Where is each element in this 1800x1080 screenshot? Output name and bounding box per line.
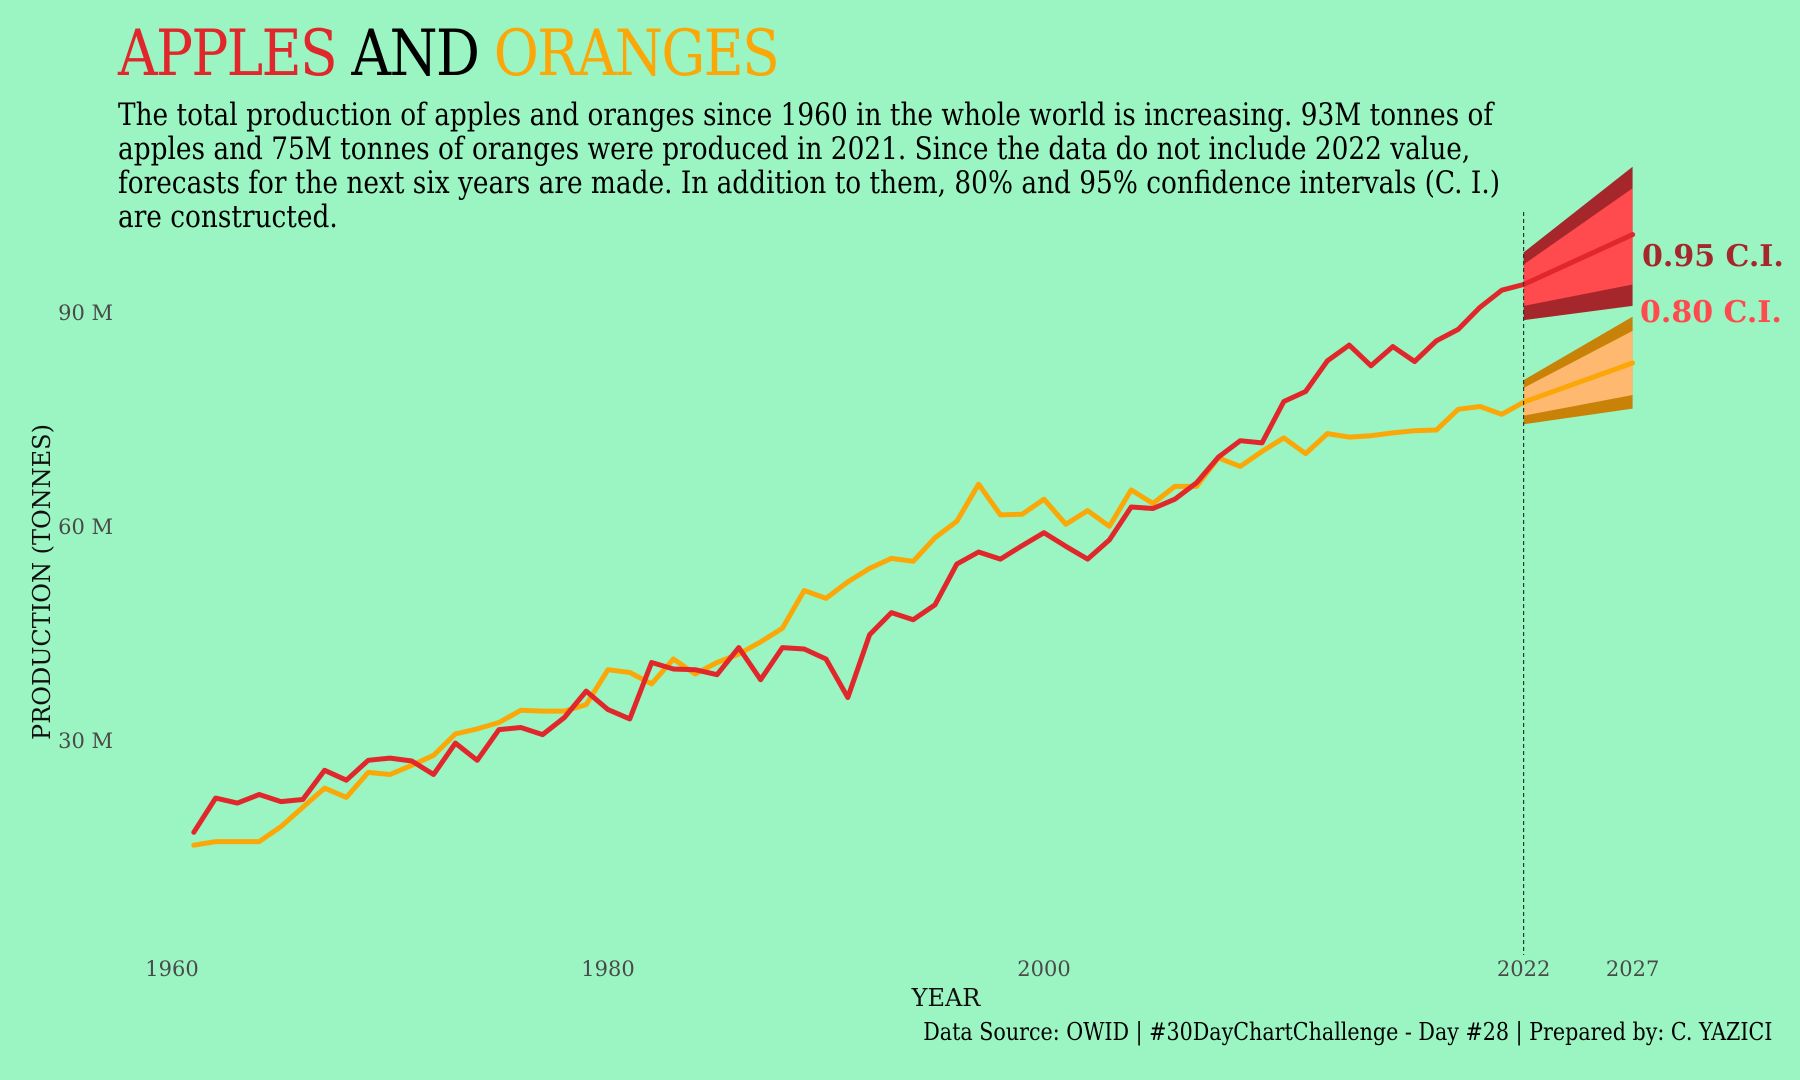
annotations: 0.95 C.I. 0.80 C.I. [1640, 239, 1784, 330]
axes: 1960 1980 2000 2022 2027 30 M 60 M 90 M YEAR PROD… [28, 212, 1659, 1012]
x-tick-label-2000: 2000 [1017, 957, 1070, 981]
y-axis-title: PRODUCTION (TONNES) [28, 424, 56, 740]
chart-title: APPLES AND ORANGES [118, 18, 794, 90]
y-tick-label-90M: 90 M [58, 301, 113, 325]
title-and: AND [351, 17, 480, 91]
apples-forecast-line [1521, 232, 1636, 287]
series-lines [191, 282, 1527, 848]
data-source-caption: Data Source: OWID | #30DayChartChallenge… [922, 1018, 1772, 1046]
forecast-bands [1521, 166, 1636, 425]
apples-series-line [191, 282, 1527, 835]
x-tick-label-2022: 2022 [1497, 957, 1550, 981]
chart-subtitle: The total production of apples and orang… [118, 97, 1500, 235]
x-tick-label-1960: 1960 [145, 957, 198, 981]
y-tick-label-30M: 30 M [58, 729, 113, 753]
x-tick-label-2027: 2027 [1606, 957, 1659, 981]
oranges-series-line [191, 399, 1527, 848]
x-axis-title: YEAR [911, 984, 982, 1012]
y-tick-label-60M: 60 M [58, 515, 113, 539]
oranges-forecast-line [1521, 360, 1636, 405]
x-tick-label-1980: 1980 [581, 957, 634, 981]
ci80-label: 0.80 C.I. [1640, 295, 1782, 330]
ci95-label: 0.95 C.I. [1642, 239, 1784, 274]
apples-ci80-band [1523, 188, 1633, 306]
title-apples: APPLES [118, 17, 338, 91]
title-oranges: ORANGES [493, 17, 780, 91]
